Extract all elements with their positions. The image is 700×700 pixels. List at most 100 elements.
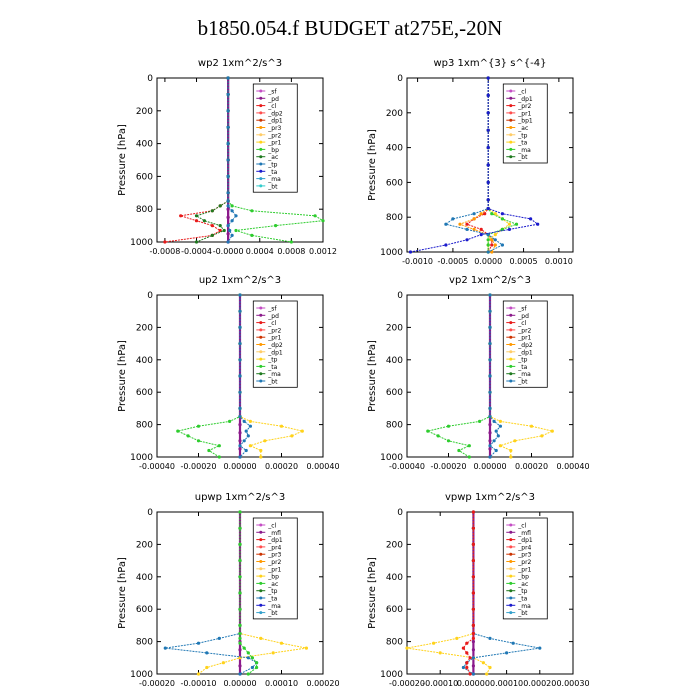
series-point-_bp: [246, 651, 250, 655]
legend-marker: [259, 560, 263, 563]
series-point-_cl: [461, 646, 465, 650]
legend-marker: [509, 567, 513, 571]
legend-label: _mfl: [517, 530, 531, 537]
series-point-_pr1: [290, 434, 294, 438]
legend-marker: [259, 140, 263, 144]
x-tick-label: -0.00010: [422, 679, 458, 688]
series-point-_bp: [255, 665, 259, 670]
series-point-_tp: [496, 434, 500, 438]
legend-label: _pr2: [267, 132, 281, 139]
x-tick-label: -0.00040: [389, 462, 425, 471]
series-point-_tp: [238, 293, 242, 297]
legend-label: _pr2: [517, 327, 531, 334]
legend-marker: [509, 155, 513, 159]
series-point-_pr1: [279, 424, 284, 428]
series-point-_tp: [242, 439, 246, 443]
series-point-_tp: [471, 656, 475, 660]
series-point-_pr1: [488, 665, 492, 670]
x-tick-label: 0.00000: [223, 462, 256, 471]
legend-label: _ma: [267, 603, 281, 610]
legend-marker: [259, 306, 263, 310]
series-point-_bp: [238, 607, 242, 611]
series-point-_cl: [465, 651, 469, 655]
legend-marker: [509, 147, 513, 151]
y-tick-label: 800: [386, 638, 403, 648]
series-point-_tp: [238, 342, 242, 346]
series-point-_pd: [488, 431, 492, 435]
series-point-_cl: [471, 542, 475, 547]
legend-label: _ma: [517, 371, 531, 378]
legend-marker: [259, 321, 263, 325]
series-point-_tp: [238, 358, 242, 362]
legend-label: _pr1: [517, 335, 531, 342]
series-point-_cl: [471, 607, 475, 611]
series-point-_tp: [494, 448, 498, 453]
series-point-_pr2: [490, 238, 494, 242]
series-point-_tp: [451, 217, 455, 221]
series-line-_pr1: [406, 512, 491, 675]
series-point-_bp: [210, 233, 214, 237]
series-point-_pr1: [263, 439, 267, 443]
series-point-_pr1: [289, 240, 293, 244]
y-axis-label: Pressure [hPa]: [117, 124, 128, 196]
series-point-_tp: [488, 406, 492, 410]
series-point-_cl: [471, 559, 475, 563]
series-point-_cl: [471, 526, 475, 530]
series-point-_tp: [248, 424, 252, 428]
series-point-_dp2: [426, 429, 430, 433]
legend-label: _cl: [517, 523, 526, 530]
legend-marker: [509, 523, 513, 527]
series-point-_ac: [226, 204, 230, 208]
legend-marker: [509, 126, 513, 129]
y-tick-label: 1000: [380, 453, 403, 463]
legend-label: _bp1: [517, 118, 533, 125]
y-tick-label: 200: [386, 323, 403, 333]
x-tick-label: -0.00020: [181, 462, 217, 471]
y-tick-label: 200: [136, 323, 153, 333]
y-tick-label: 400: [136, 140, 153, 150]
series-point-_tp: [238, 444, 242, 448]
x-tick-label: -0.00020: [389, 679, 425, 688]
series-point-_pr1: [507, 222, 511, 226]
series-point-_bp: [202, 219, 206, 223]
series-point-_tp: [488, 636, 492, 641]
series-point-_pd: [488, 423, 492, 427]
series-point-_pr1: [248, 444, 252, 448]
legend-label: _dp2: [267, 342, 283, 349]
plot-frame: [406, 77, 574, 253]
legend-marker: [259, 589, 263, 593]
series-point-_ac: [226, 199, 230, 203]
legend-label: _dp1: [267, 537, 283, 544]
x-tick-label: 0.00030: [556, 679, 589, 688]
series-point-_bp1: [486, 238, 490, 242]
legend-label: _cl: [267, 523, 276, 530]
series-point-_pr1: [300, 429, 304, 433]
y-axis-label: Pressure [hPa]: [117, 557, 128, 629]
legend-label: _pr2: [517, 559, 531, 566]
legend-label: _bt: [267, 379, 278, 386]
series-point-_ac: [226, 224, 230, 228]
series-point-_bp1: [500, 217, 504, 221]
series-point-_dp2: [457, 448, 461, 453]
series-point-_tp: [246, 434, 250, 438]
legend-marker: [509, 350, 513, 354]
legend-box: [252, 83, 298, 193]
series-point-_ac: [230, 233, 234, 237]
legend-label: _ta: [267, 364, 277, 371]
legend-marker: [259, 364, 263, 368]
series-point-_pd: [238, 439, 242, 443]
series-point-_tp: [238, 406, 242, 410]
series-point-_bp: [242, 646, 246, 650]
series-point-_mfl: [238, 648, 242, 652]
series-point-_dp2: [467, 455, 471, 459]
series-point-_bp1: [486, 243, 490, 247]
series-point-_pr1: [304, 646, 308, 650]
x-tick-label: -0.0010: [402, 257, 433, 266]
series-point-_ac: [234, 214, 238, 218]
series-point-_tp: [444, 222, 448, 226]
series-point-_dp2: [446, 424, 451, 428]
x-tick-label: -0.00040: [139, 462, 175, 471]
y-axis-label: Pressure [hPa]: [117, 340, 128, 412]
legend-label: _ac: [517, 125, 528, 132]
series-point-_ta: [507, 227, 511, 231]
